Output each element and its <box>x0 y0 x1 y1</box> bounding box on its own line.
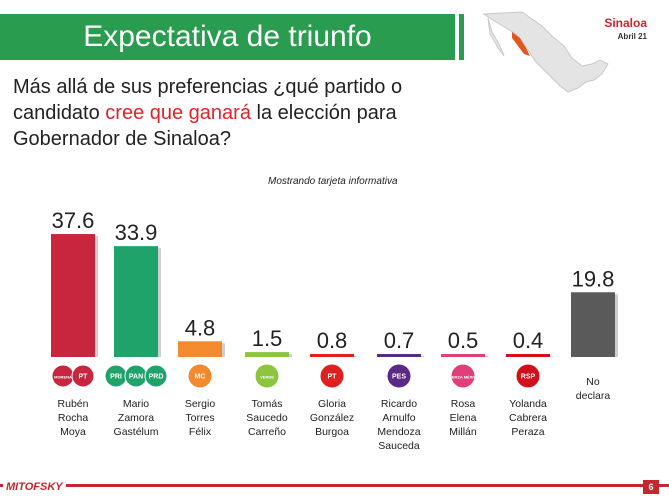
value-label: 0.8 <box>317 328 348 353</box>
category-label: Cabrera <box>509 412 547 424</box>
bar-chart: 37.6 MORENA PT Rubén Rocha Moya 33.9 PRI PAN PRD M… <box>51 208 618 452</box>
party-logo-text: PT <box>328 374 338 381</box>
category-label: No <box>586 376 600 388</box>
bar <box>245 352 289 357</box>
party-logo-icon <box>450 363 476 389</box>
value-label: 0.4 <box>513 328 544 353</box>
party-logo-text: MC <box>195 374 206 381</box>
bar-group: 0.4 RSP Yolanda Cabrera Peraza <box>506 328 553 438</box>
category-label: Sergio <box>185 398 216 410</box>
region-name: Sinaloa <box>604 16 647 30</box>
category-label: Peraza <box>511 426 544 438</box>
bar <box>51 234 95 357</box>
category-label: Saucedo <box>246 412 288 424</box>
party-logo-text: PRD <box>149 374 164 381</box>
bar <box>178 341 222 357</box>
title-accent-stripe <box>459 14 464 60</box>
bar-shadow <box>289 354 292 357</box>
category-label: Rocha <box>58 412 89 424</box>
party-logo-text: MORENA <box>54 375 72 380</box>
value-label: 19.8 <box>572 266 615 291</box>
category-label: Moya <box>60 426 86 438</box>
bar-shadow <box>485 356 488 357</box>
category-label: González <box>310 412 354 424</box>
category-label: Rosa <box>451 398 476 410</box>
value-label: 0.7 <box>384 328 415 353</box>
footer-divider <box>0 484 669 487</box>
party-logo-text: VERDE <box>260 375 274 380</box>
bar <box>377 354 421 357</box>
bar-group: 4.8 MC Sergio Torres Félix <box>178 315 225 438</box>
category-label: Mario <box>123 398 149 410</box>
category-label: Elena <box>450 412 477 424</box>
category-label: Gastélum <box>114 426 159 438</box>
page-number: 6 <box>643 480 659 494</box>
party-logo-icon <box>254 363 280 389</box>
bar <box>506 354 550 357</box>
category-label: Ricardo <box>381 398 417 410</box>
party-logo-text: RSP <box>521 374 536 381</box>
bar-group: 0.5 FUERZA MÉXICO Rosa Elena Millán <box>441 328 488 438</box>
bar-shadow <box>158 248 161 357</box>
party-logo-icon <box>319 363 345 389</box>
category-label: Zamora <box>118 412 154 424</box>
value-label: 37.6 <box>52 208 95 233</box>
question-text-2: la elección para Gobernador de Sinaloa? <box>13 102 397 150</box>
party-logo-icon <box>187 363 213 389</box>
category-label: Tomás <box>252 398 283 410</box>
party-logo-text: PES <box>392 374 406 381</box>
bar-group: 0.7 PES Ricardo Arnulfo Mendoza Sauceda <box>377 328 424 452</box>
bar-group: 37.6 MORENA PT Rubén Rocha Moya <box>51 208 98 438</box>
category-label: Torres <box>185 412 214 424</box>
mitofsky-logo: MITOFSKY <box>3 481 66 493</box>
category-label: Mendoza <box>377 426 420 438</box>
party-logo-icon <box>515 363 541 389</box>
bar <box>114 246 158 357</box>
category-label: Arnulfo <box>382 412 415 424</box>
bar-shadow <box>95 236 98 357</box>
bar-group: 19.8 No declara <box>571 266 618 402</box>
category-label: Carreño <box>248 426 286 438</box>
bar-group: 0.8 PT Gloria González Burgoa <box>310 328 357 438</box>
bar-group: 33.9 PRI PAN PRD Mario Zamora Gastélum <box>104 220 168 438</box>
value-label: 4.8 <box>185 315 216 340</box>
survey-question: Más allá de sus preferencias ¿qué partid… <box>13 74 453 152</box>
bar-shadow <box>421 356 424 357</box>
party-logo-text: PT <box>79 374 89 381</box>
category-label: Gloria <box>318 398 346 410</box>
party-logo-icon <box>386 363 412 389</box>
category-label: Millán <box>449 426 477 438</box>
party-logo-text: PAN <box>129 374 143 381</box>
bar <box>571 292 615 357</box>
question-text-1: Más allá de sus preferencias ¿qué partid… <box>13 76 403 124</box>
bar-shadow <box>222 343 225 357</box>
bar <box>310 354 354 357</box>
category-label: Burgoa <box>315 426 349 438</box>
page-title: Expectativa de triunfo <box>0 14 455 60</box>
survey-date: Abril 21 <box>617 32 647 41</box>
party-logo-text: FUERZA MÉXICO <box>447 375 480 380</box>
party-logo-icon <box>71 364 95 388</box>
category-label: Sauceda <box>378 440 420 452</box>
party-logo-text: PRI <box>110 374 122 381</box>
value-label: 0.5 <box>448 328 479 353</box>
mexico-map-icon <box>482 11 609 93</box>
bar <box>441 354 485 357</box>
question-highlight: cree que ganará <box>105 102 251 124</box>
category-label: Rubén <box>58 398 89 410</box>
bar-shadow <box>615 294 618 357</box>
category-label: Félix <box>189 426 212 438</box>
value-label: 33.9 <box>115 220 158 245</box>
bar-shadow <box>550 356 553 357</box>
bar-shadow <box>354 356 357 357</box>
value-label: 1.5 <box>252 326 283 351</box>
category-label: Yolanda <box>509 398 547 410</box>
bar-group: 1.5 VERDE Tomás Saucedo Carreño <box>245 326 292 438</box>
chart-note: Mostrando tarjeta informativa <box>268 176 398 187</box>
party-logo-icon <box>144 364 168 388</box>
category-label: declara <box>576 390 611 402</box>
